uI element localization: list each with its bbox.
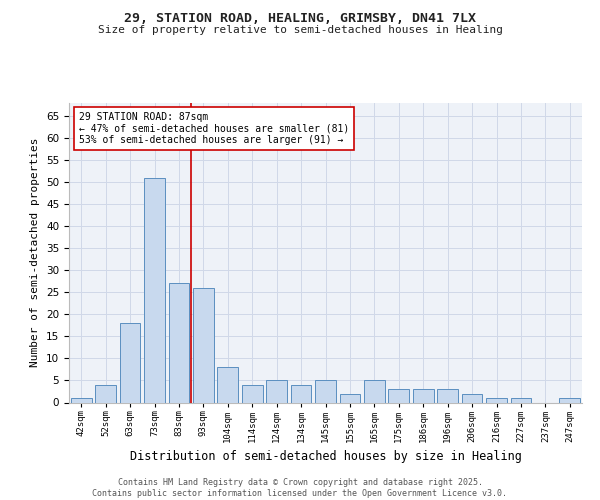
Bar [266, 380, 287, 402]
Bar [559, 398, 580, 402]
Bar [193, 288, 214, 403]
Bar [217, 367, 238, 402]
Bar [437, 390, 458, 402]
X-axis label: Distribution of semi-detached houses by size in Healing: Distribution of semi-detached houses by … [130, 450, 521, 463]
Bar [413, 390, 434, 402]
Bar [242, 385, 263, 402]
Bar [144, 178, 165, 402]
Bar [388, 390, 409, 402]
Bar [486, 398, 507, 402]
Bar [364, 380, 385, 402]
Bar [511, 398, 532, 402]
Bar [461, 394, 482, 402]
Bar [119, 323, 140, 402]
Text: Size of property relative to semi-detached houses in Healing: Size of property relative to semi-detach… [97, 25, 503, 35]
Bar [71, 398, 92, 402]
Text: 29 STATION ROAD: 87sqm
← 47% of semi-detached houses are smaller (81)
53% of sem: 29 STATION ROAD: 87sqm ← 47% of semi-det… [79, 112, 350, 144]
Y-axis label: Number of semi-detached properties: Number of semi-detached properties [31, 138, 40, 367]
Bar [95, 385, 116, 402]
Bar [315, 380, 336, 402]
Bar [340, 394, 361, 402]
Text: 29, STATION ROAD, HEALING, GRIMSBY, DN41 7LX: 29, STATION ROAD, HEALING, GRIMSBY, DN41… [124, 12, 476, 26]
Text: Contains HM Land Registry data © Crown copyright and database right 2025.
Contai: Contains HM Land Registry data © Crown c… [92, 478, 508, 498]
Bar [290, 385, 311, 402]
Bar [169, 284, 190, 403]
